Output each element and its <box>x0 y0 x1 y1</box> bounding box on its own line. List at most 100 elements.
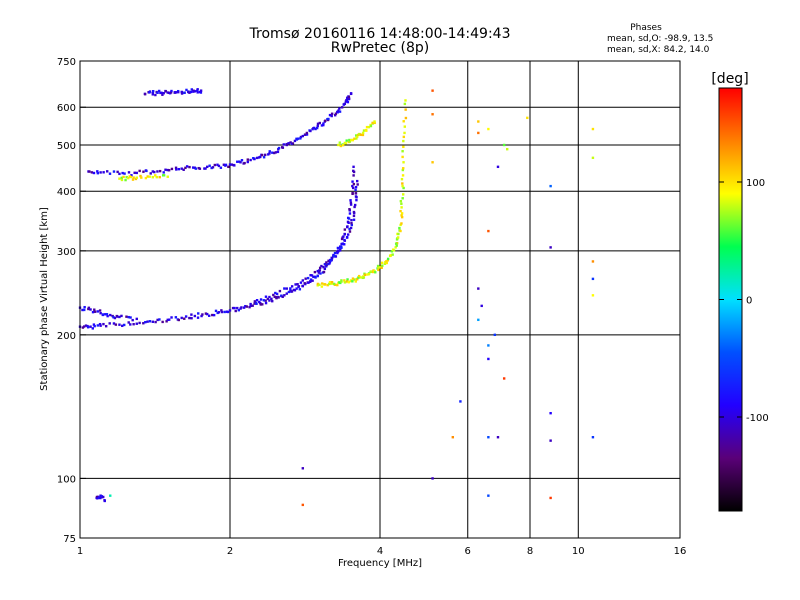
stats-o-line: mean, sd,O: -98.9, 13.5 <box>607 34 713 44</box>
x-mode-point <box>380 261 384 264</box>
o-mode-point <box>100 495 103 498</box>
x-axis: 1 2 4 6 8 10 16 <box>77 546 687 557</box>
o-mode-point <box>158 169 162 173</box>
x-mode-point <box>401 197 404 200</box>
x-mode-point <box>371 121 374 125</box>
scatter-point <box>477 120 480 123</box>
scatter-point <box>487 229 490 233</box>
o-mode-point <box>242 306 246 309</box>
o-mode-point <box>301 284 305 288</box>
x-mode-point <box>364 128 368 132</box>
o-mode-point <box>101 313 105 316</box>
o-mode-point <box>118 172 121 176</box>
x-mode-point <box>401 150 404 153</box>
o-mode-point <box>356 183 359 186</box>
x-mode-point <box>394 242 398 245</box>
x-mode-point <box>402 161 405 164</box>
o-mode-point <box>277 146 281 150</box>
x-mode-point <box>348 140 352 143</box>
x-mode-point <box>120 176 123 180</box>
o-mode-point <box>295 287 298 290</box>
o-mode-point <box>157 89 161 93</box>
o-mode-point <box>174 91 178 94</box>
o-mode-point <box>338 249 342 252</box>
o-mode-point <box>274 151 278 154</box>
scatter-point <box>451 436 455 439</box>
o-mode-point <box>318 266 322 270</box>
x-mode-point <box>395 244 398 247</box>
o-mode-point <box>257 156 261 159</box>
x-mode-point <box>318 283 321 286</box>
o-mode-point <box>294 283 297 286</box>
o-mode-point <box>219 166 223 169</box>
x-mode-point <box>162 174 166 177</box>
o-mode-point <box>114 323 118 326</box>
o-mode-point <box>348 227 351 231</box>
scatter-point <box>549 246 552 249</box>
o-mode-point <box>113 316 117 320</box>
colorbar-tick-label: 100 <box>746 178 765 189</box>
o-mode-point <box>355 179 359 183</box>
o-mode-point <box>338 110 342 113</box>
x-mode-point <box>363 273 367 277</box>
o-mode-point <box>123 172 126 175</box>
o-mode-point <box>240 159 244 162</box>
o-mode-point <box>192 90 195 93</box>
o-mode-point <box>112 170 116 173</box>
o-mode-point <box>287 142 290 145</box>
o-mode-point <box>105 313 109 316</box>
o-mode-point <box>259 301 262 305</box>
o-mode-point <box>144 320 147 324</box>
y-tick-label: 750 <box>57 57 76 68</box>
o-mode-point <box>130 174 133 177</box>
o-mode-point <box>199 91 203 94</box>
o-mode-point <box>264 299 267 302</box>
x-mode-point <box>144 176 148 180</box>
o-mode-point <box>338 107 341 110</box>
o-mode-point <box>125 315 128 318</box>
o-mode-point <box>205 165 209 169</box>
o-mode-point <box>346 220 350 224</box>
o-mode-point <box>282 143 285 146</box>
x-mode-point <box>328 280 332 284</box>
o-mode-point <box>268 295 271 299</box>
x-mode-point <box>353 278 356 281</box>
o-mode-point <box>91 327 94 330</box>
x-tick-label: 10 <box>572 546 585 557</box>
o-mode-point <box>343 228 347 231</box>
x-mode-point <box>356 133 360 137</box>
o-mode-point <box>352 182 356 186</box>
scatter-point <box>487 494 490 497</box>
o-mode-point <box>156 91 159 94</box>
o-mode-point <box>142 322 145 325</box>
o-mode-point <box>239 161 242 164</box>
o-mode-point <box>278 289 282 293</box>
scatter-point <box>502 377 506 380</box>
o-mode-point <box>189 90 193 94</box>
o-mode-point <box>262 156 266 159</box>
scatter-point <box>431 89 434 92</box>
o-mode-point <box>95 495 99 499</box>
o-mode-point <box>243 161 246 165</box>
o-mode-point <box>339 246 343 249</box>
o-mode-point <box>266 297 270 301</box>
o-mode-point <box>316 274 319 278</box>
o-mode-point <box>216 163 219 166</box>
o-mode-point <box>116 170 119 174</box>
scatter-point <box>301 467 305 470</box>
scatter-point <box>431 161 434 164</box>
x-mode-point <box>341 143 345 147</box>
x-mode-point <box>357 274 361 278</box>
o-mode-point <box>322 270 326 274</box>
scatter-point <box>301 503 305 507</box>
o-mode-point <box>96 171 100 175</box>
scatter-point <box>549 411 552 415</box>
x-tick-label: 8 <box>527 546 533 557</box>
o-mode-point <box>333 255 337 258</box>
o-mode-point <box>249 302 252 306</box>
o-mode-point <box>289 287 292 290</box>
y-tick-label: 75 <box>63 534 76 545</box>
x-mode-point <box>402 193 405 196</box>
o-mode-point <box>135 322 138 325</box>
scatter-point <box>505 147 509 151</box>
